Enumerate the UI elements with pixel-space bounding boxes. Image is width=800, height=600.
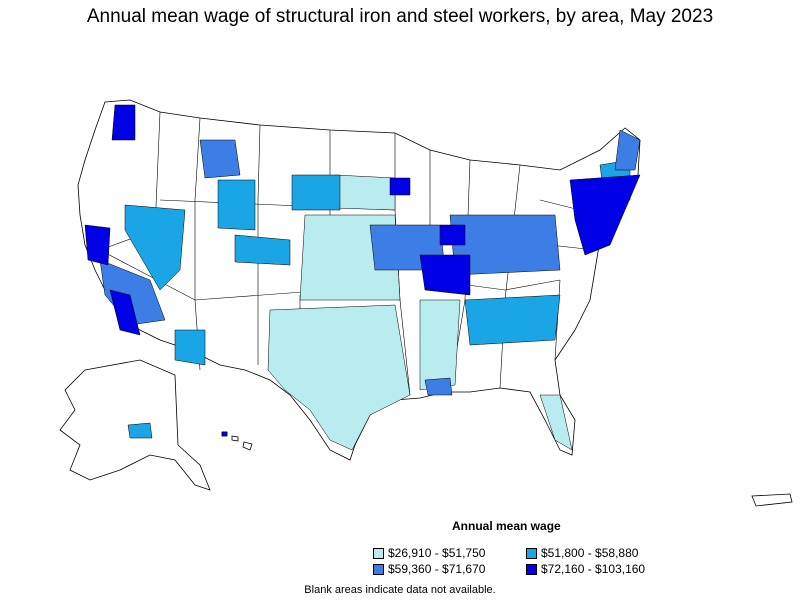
- area-dakota-low: [334, 174, 396, 211]
- area-southeast-mid: [464, 294, 561, 346]
- midhigh-wage-areas: [99, 129, 641, 396]
- area-la: [109, 289, 141, 336]
- area-southeast-low: [419, 299, 461, 391]
- area-florida-low: [539, 394, 573, 451]
- legend-item-1: $26,910 - $51,750: [373, 546, 485, 560]
- area-colorado: [234, 234, 291, 266]
- area-nevada: [124, 204, 186, 291]
- area-chicago: [439, 224, 466, 246]
- legend-item-3: $59,360 - $71,670: [373, 562, 485, 576]
- legend-swatch-2: [526, 547, 537, 559]
- area-socal: [99, 259, 166, 326]
- puerto-rico-outline: [751, 493, 793, 507]
- legend-label-2: $51,800 - $58,880: [541, 546, 639, 560]
- area-bay-area: [84, 224, 111, 266]
- area-idaho: [199, 139, 241, 179]
- area-wyoming: [217, 179, 256, 231]
- area-northeast-high: [569, 174, 641, 256]
- legend-label-4: $72,160 - $103,160: [541, 562, 646, 576]
- area-hawaii-high: [221, 431, 228, 437]
- legend-swatch-1: [373, 547, 384, 559]
- legend-swatch-3: [373, 563, 384, 575]
- area-gulf: [424, 377, 453, 396]
- area-seattle: [111, 104, 136, 141]
- high-wage-areas: [84, 104, 641, 437]
- area-minnesota: [389, 177, 411, 196]
- area-montana-nd: [291, 174, 341, 211]
- legend-swatch-4: [526, 563, 537, 575]
- area-arizona: [174, 329, 206, 366]
- area-texas-low: [267, 304, 411, 451]
- legend-item-2: $51,800 - $58,880: [526, 546, 638, 560]
- footnote: Blank areas indicate data not available.: [304, 584, 496, 596]
- legend-label-3: $59,360 - $71,670: [388, 562, 486, 576]
- legend-item-4: $72,160 - $103,160: [526, 562, 645, 576]
- legend-title: Annual mean wage: [452, 519, 561, 533]
- area-maine: [614, 129, 641, 171]
- area-illinois: [419, 254, 471, 296]
- area-alaska-mid: [127, 422, 153, 439]
- map-title: Annual mean wage of structural iron and …: [86, 6, 714, 27]
- legend-label-1: $26,910 - $51,750: [388, 546, 486, 560]
